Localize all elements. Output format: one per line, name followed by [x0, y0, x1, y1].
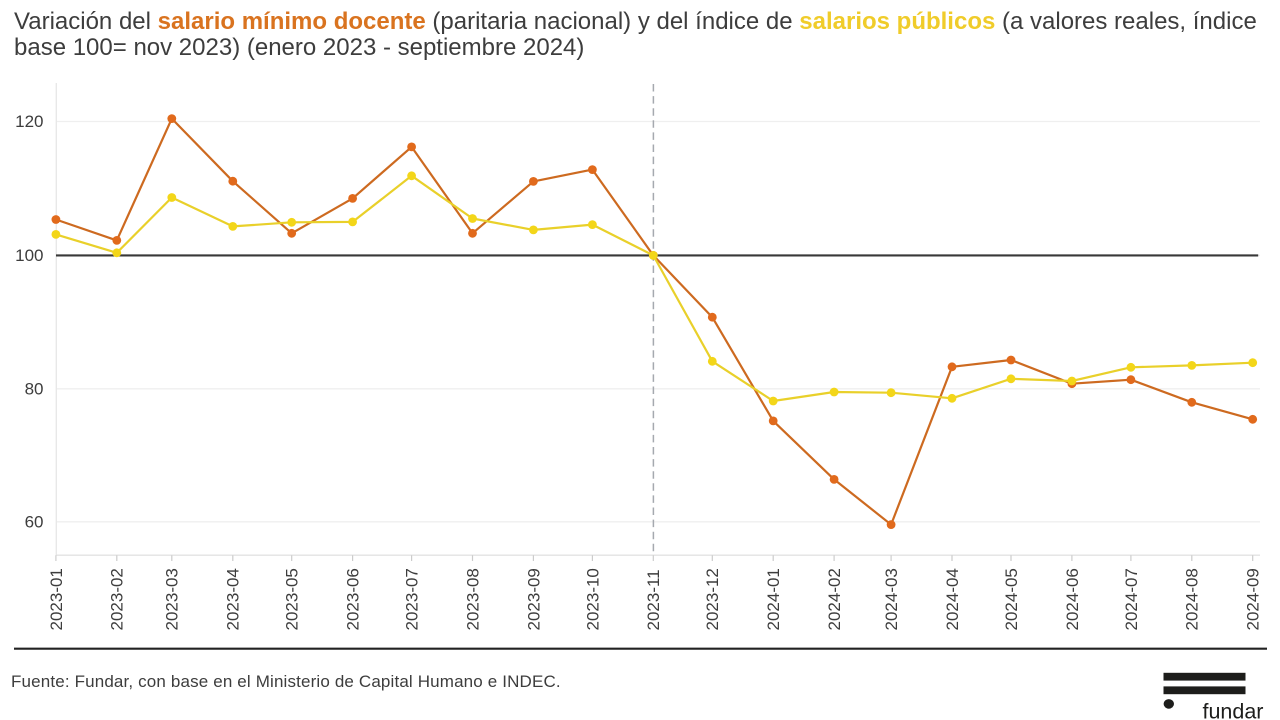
svg-text:2023-08: 2023-08 — [463, 568, 482, 630]
svg-text:2024-03: 2024-03 — [882, 568, 901, 630]
svg-text:2024-06: 2024-06 — [1063, 568, 1082, 630]
svg-text:2024-09: 2024-09 — [1244, 568, 1263, 630]
svg-text:fundar: fundar — [1203, 700, 1264, 720]
svg-text:2023-02: 2023-02 — [108, 568, 127, 630]
svg-text:2024-08: 2024-08 — [1183, 568, 1202, 630]
svg-text:2023-07: 2023-07 — [403, 568, 422, 630]
svg-text:2023-10: 2023-10 — [583, 568, 602, 630]
svg-text:60: 60 — [25, 513, 44, 532]
svg-text:120: 120 — [15, 112, 43, 131]
svg-text:100: 100 — [15, 246, 43, 265]
svg-text:2024-04: 2024-04 — [943, 568, 962, 630]
svg-text:2023-06: 2023-06 — [344, 568, 363, 630]
svg-text:2023-05: 2023-05 — [283, 568, 302, 630]
svg-text:2023-12: 2023-12 — [703, 568, 722, 630]
svg-text:2023-01: 2023-01 — [47, 568, 66, 630]
svg-text:80: 80 — [25, 380, 44, 399]
svg-text:2023-04: 2023-04 — [224, 568, 243, 630]
svg-text:2023-11: 2023-11 — [644, 569, 663, 630]
svg-text:2024-01: 2024-01 — [764, 568, 783, 630]
svg-text:2023-03: 2023-03 — [163, 568, 182, 630]
svg-text:2024-07: 2024-07 — [1122, 568, 1141, 630]
svg-text:2024-05: 2024-05 — [1002, 568, 1021, 630]
svg-text:2023-09: 2023-09 — [524, 568, 543, 630]
svg-text:2024-02: 2024-02 — [825, 568, 844, 630]
